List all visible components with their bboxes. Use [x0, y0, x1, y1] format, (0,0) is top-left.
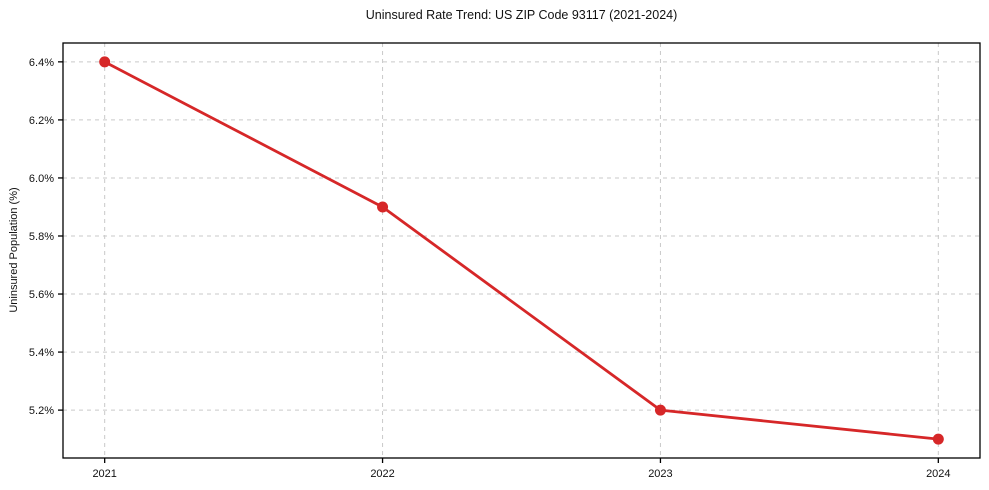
plot-border — [62, 42, 981, 459]
y-tick-label: 6.2% — [29, 115, 54, 127]
data-point-marker — [377, 201, 389, 213]
y-tick-label: 6.4% — [29, 57, 54, 69]
x-tick-label: 2021 — [92, 468, 116, 480]
y-tick-label: 5.4% — [29, 347, 54, 359]
data-point-marker — [654, 404, 666, 416]
x-tick-label: 2022 — [370, 468, 394, 480]
data-point-marker — [99, 56, 111, 68]
x-tick-label: 2024 — [926, 468, 950, 480]
y-tick-label: 5.6% — [29, 289, 54, 301]
y-tick-label: 6.0% — [29, 173, 54, 185]
trend-line — [103, 60, 940, 441]
x-tick-label: 2023 — [648, 468, 672, 480]
data-point-marker — [932, 433, 944, 445]
chart-title: Uninsured Rate Trend: US ZIP Code 93117 … — [365, 8, 678, 22]
y-tick-label: 5.8% — [29, 231, 54, 243]
y-tick-label: 5.2% — [29, 405, 54, 417]
